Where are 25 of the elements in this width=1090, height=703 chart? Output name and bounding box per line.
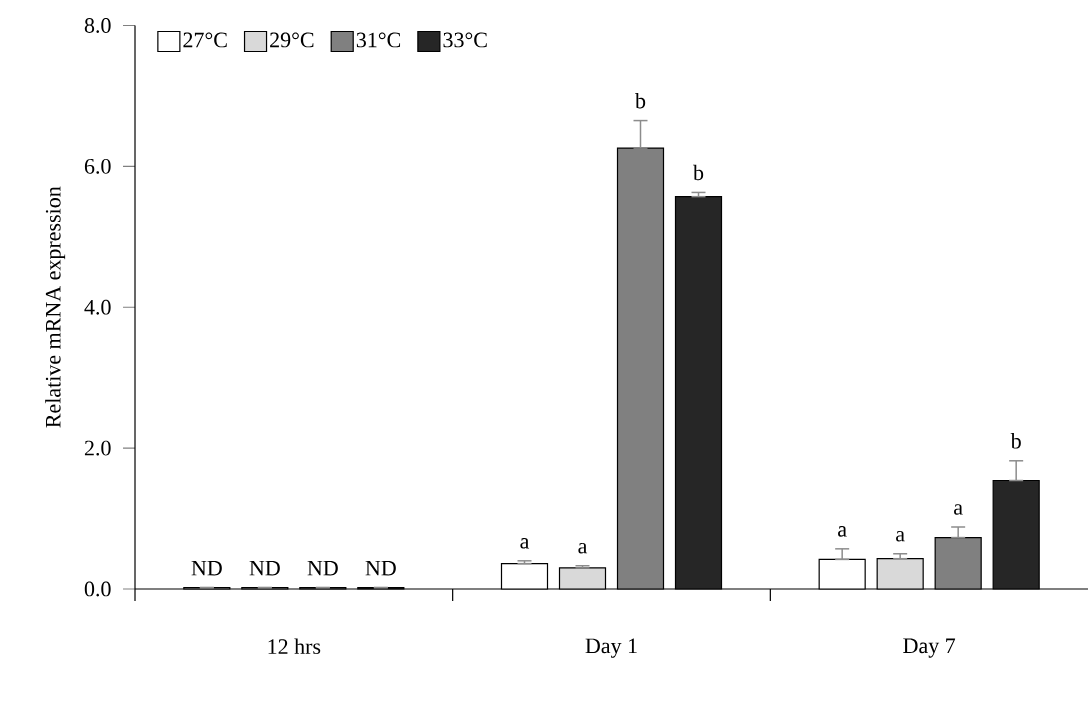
y-tick-label: 8.0 (84, 18, 111, 33)
data-label: b (635, 92, 646, 109)
data-label: a (578, 543, 588, 554)
data-label: ND (249, 560, 280, 576)
data-label: b (693, 164, 704, 181)
data-label: ND (365, 560, 396, 576)
y-axis-title: Relative mRNA expression (45, 186, 66, 428)
legend-label: 31°C (356, 32, 401, 48)
data-label: a (520, 538, 530, 549)
data-label: a (954, 504, 963, 515)
legend-label: 29°C (270, 32, 314, 48)
data-label: a (838, 526, 847, 537)
x-tick-label: 12 hrs (268, 638, 321, 655)
data-label: b (1010, 433, 1021, 449)
legend-label: 33°C (443, 32, 487, 48)
y-tick-label: 2.0 (84, 440, 111, 456)
y-tick-label: 4.0 (84, 299, 111, 315)
y-tick-label: 0.0 (84, 581, 111, 597)
data-label: a (896, 531, 905, 542)
x-tick-label: Day 7 (903, 638, 956, 658)
y-tick-label: 6.0 (84, 158, 111, 174)
legend-label: 27°C (183, 32, 227, 48)
data-label: ND (191, 560, 222, 576)
x-tick-label: Day 1 (585, 638, 637, 658)
data-label: ND (307, 560, 338, 576)
